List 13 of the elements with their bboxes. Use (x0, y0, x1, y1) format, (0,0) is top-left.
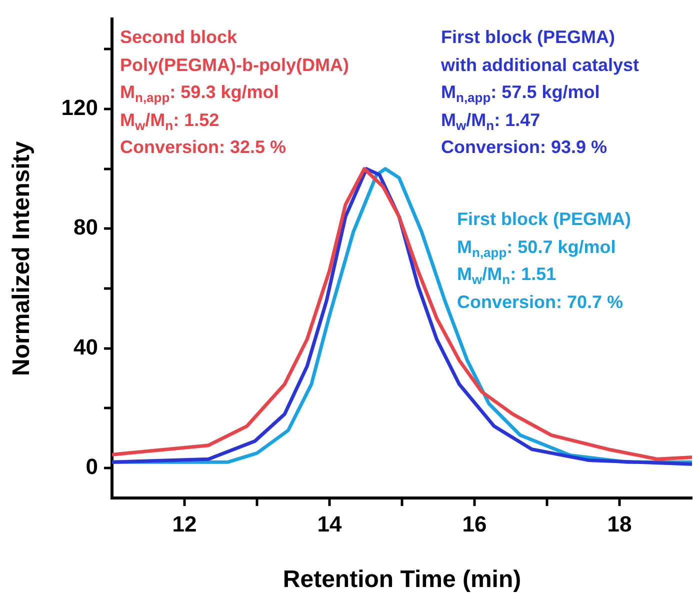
y-tick-label: 0 (86, 454, 98, 480)
text: Second block Poly(PEGMA)-b-poly(DMA) M$_{n,app}$: 59.3 kg/mol M$_{w}$/M$_{n}$: 1.52 Conversion: 32.5 % (120, 27, 349, 157)
y-tick-label: 40 (74, 334, 98, 360)
y-axis-title: Normalized Intensity (8, 140, 36, 376)
y-tick-label: 120 (61, 95, 98, 120)
x-axis-title: Retention Time (min) (282, 566, 522, 594)
x-tick-label: 16 (462, 511, 487, 536)
text: First block (PEGMA) with additional catalyst M$_{n,app}$: 57.5 kg/mol M$_{w}$/M$_{n}$: 1.47 Conversion: 93.9 % (441, 27, 640, 157)
x-tick-label: 12 (172, 511, 197, 536)
text: First block (PEGMA) M$_{n,app}$: 50.7 kg/mol M$_{w}$/M$_{n}$: 1.51 Conversion: 70.7 % (457, 209, 632, 312)
y-tick-label: 80 (74, 214, 98, 240)
x-tick-label: 14 (317, 511, 342, 536)
x-tick-label: 18 (607, 511, 632, 536)
